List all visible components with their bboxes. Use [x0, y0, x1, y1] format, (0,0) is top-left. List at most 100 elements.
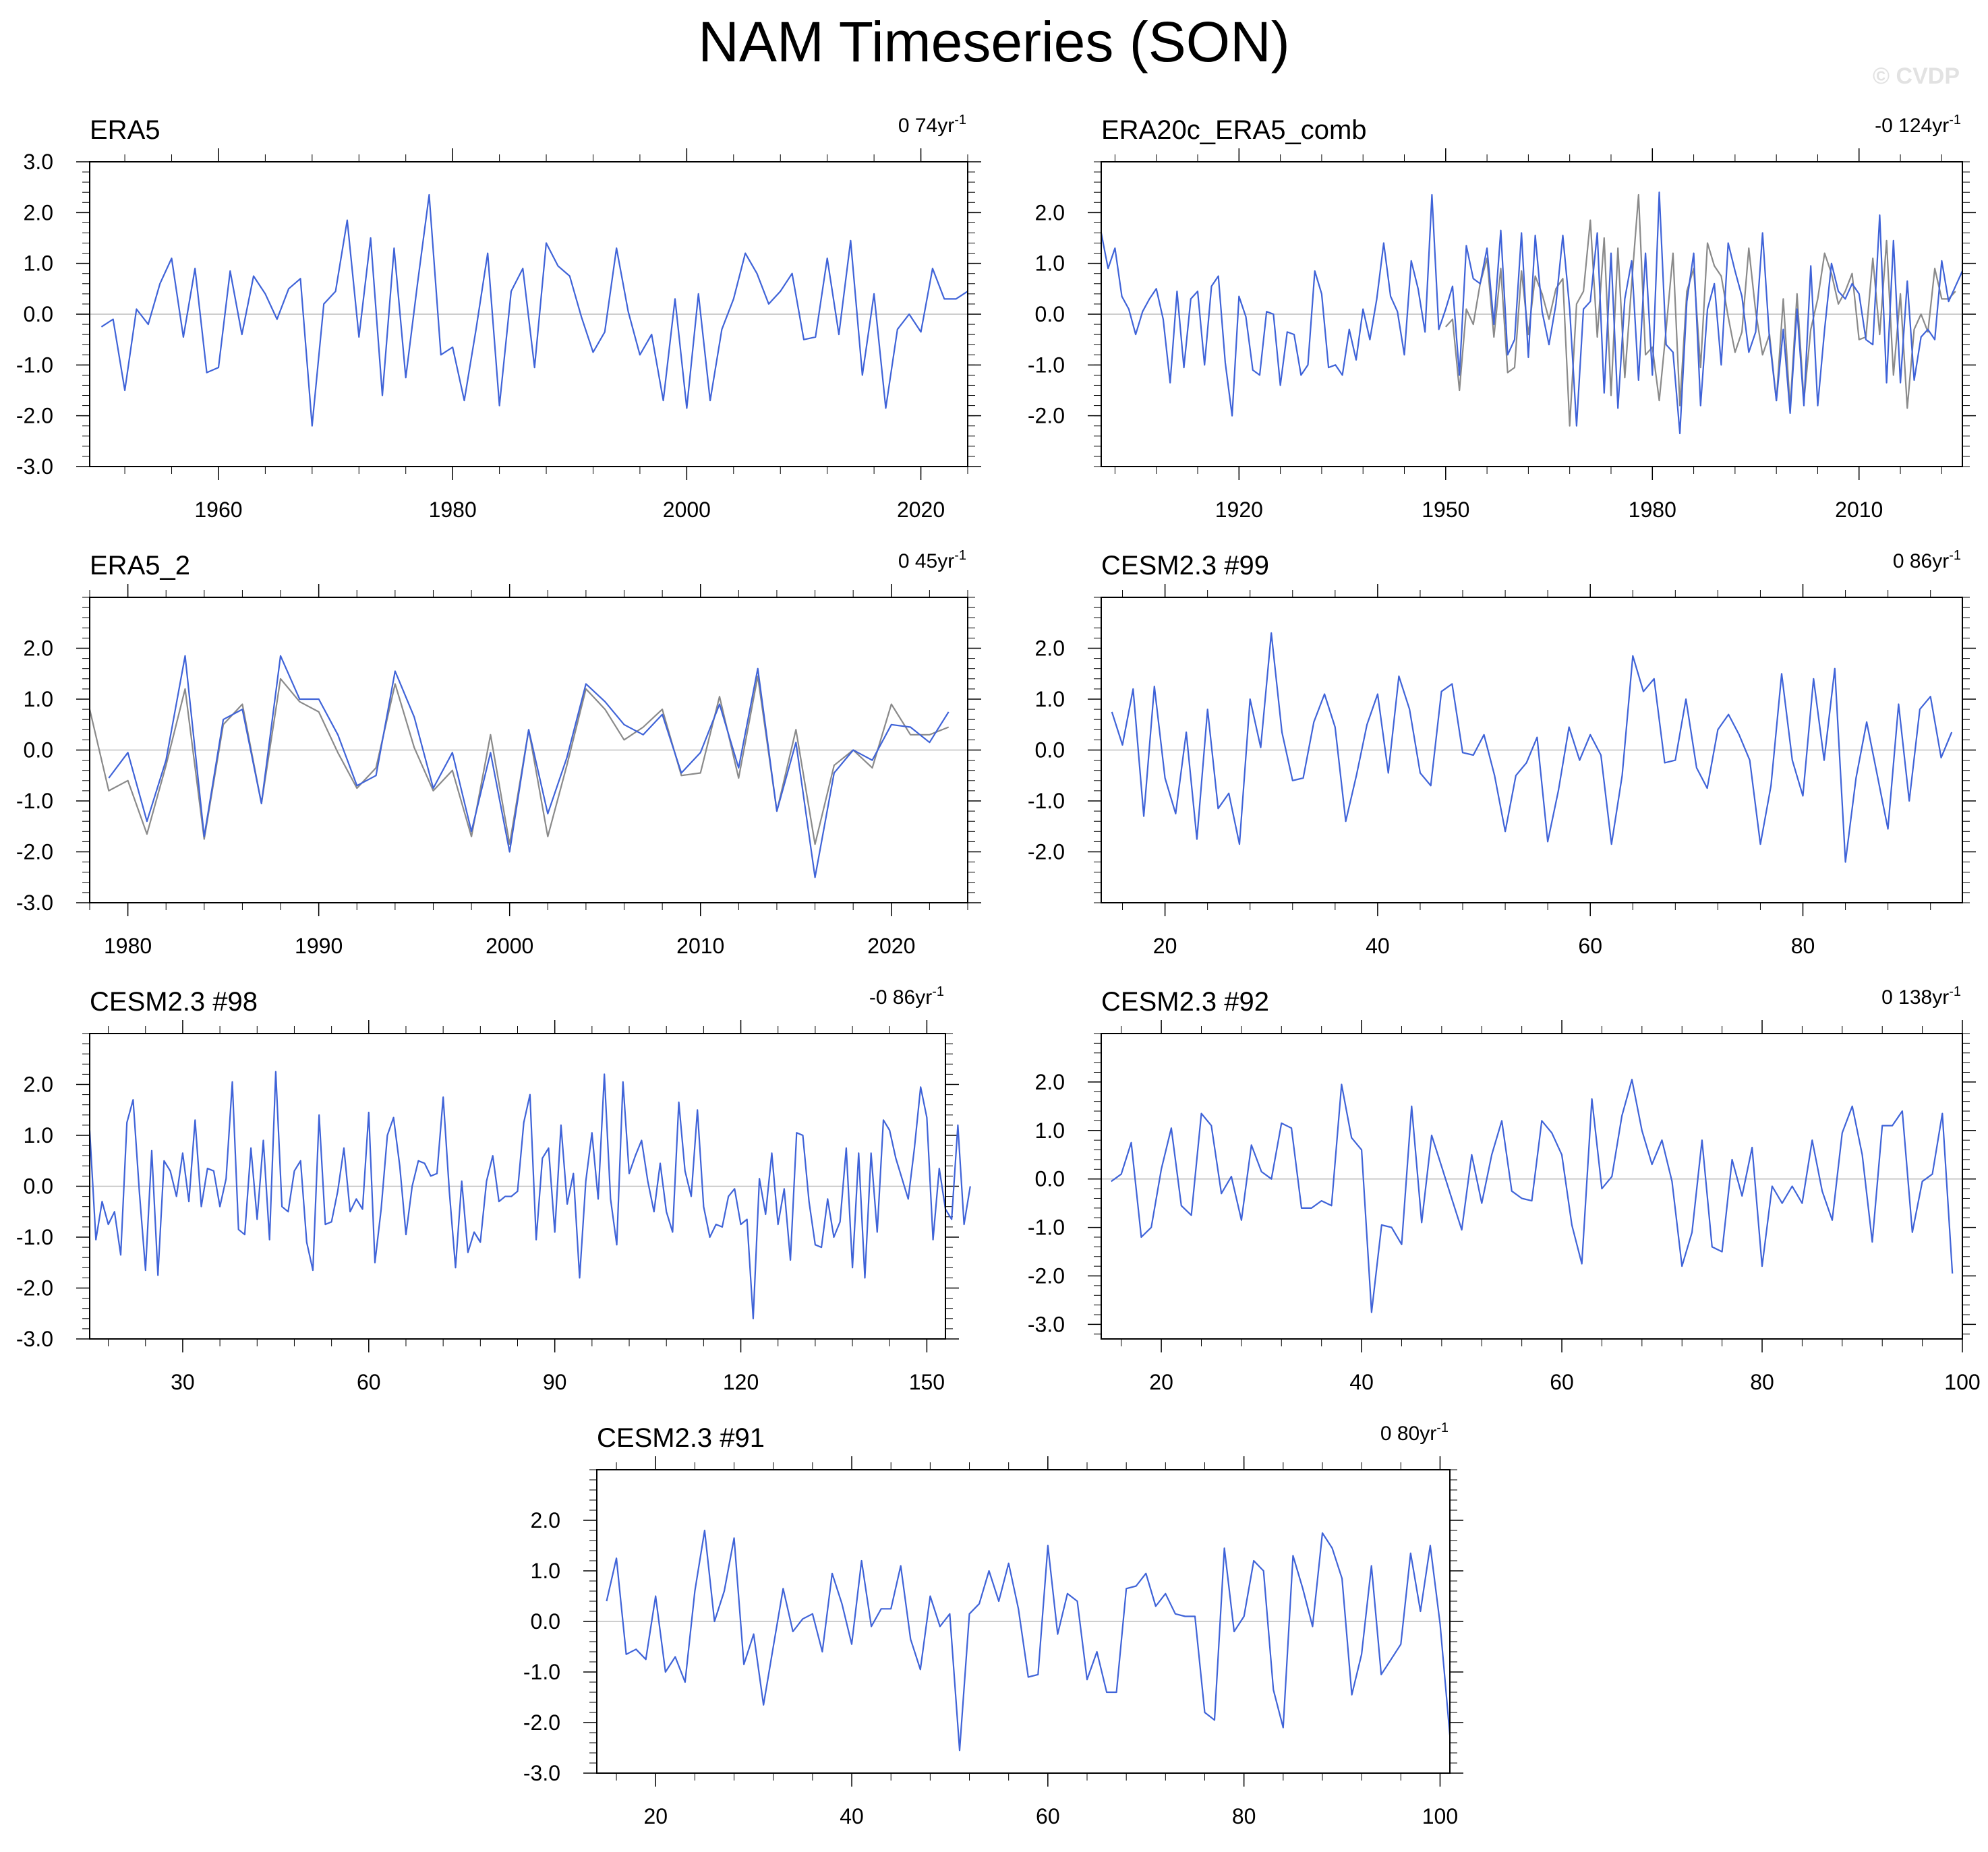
- y-tick-label: -1.0: [1028, 789, 1065, 813]
- plot-frame: [1101, 597, 1963, 903]
- x-tick-label: 2010: [676, 934, 724, 958]
- y-tick-label: 2.0: [24, 200, 53, 225]
- y-tick-label: -3.0: [16, 454, 53, 479]
- y-tick-label: 1.0: [24, 251, 53, 276]
- trend-label: 0 80yr-1: [1380, 1421, 1449, 1445]
- trend-exponent: -1: [1949, 548, 1961, 563]
- y-tick-label: -1.0: [16, 789, 53, 813]
- x-tick-label: 150: [909, 1370, 945, 1394]
- y-tick-label: -3.0: [16, 1327, 53, 1351]
- series-line-obs: [88, 675, 949, 845]
- series-line-model: [1100, 191, 1964, 435]
- x-tick-label: 1960: [194, 498, 242, 522]
- trend-label: 0 74yr-1: [898, 113, 966, 137]
- plot-frame: [89, 161, 968, 467]
- x-tick-label: 1980: [104, 934, 152, 958]
- y-tick-label: 0.0: [24, 1174, 53, 1199]
- y-tick-label: -2.0: [523, 1710, 560, 1735]
- panel-title: ERA5: [90, 115, 160, 145]
- x-tick-label: 60: [1036, 1804, 1060, 1828]
- x-tick-label: 40: [1349, 1370, 1374, 1394]
- trend-label: -0 86yr-1: [869, 984, 944, 1009]
- watermark: © CVDP: [1873, 63, 1960, 89]
- main-title: NAM Timeseries (SON): [698, 10, 1290, 73]
- x-tick-label: 60: [1578, 934, 1602, 958]
- y-tick-label: 0.0: [24, 738, 53, 763]
- y-tick-label: 0.0: [1035, 738, 1065, 763]
- chart-panel-p6: CESM2.3 #92 0 138yr-1 -3.0 -2.0 -1.0 0.0 1.0 2.…: [1028, 984, 1981, 1394]
- y-tick-label: -1.0: [1028, 353, 1065, 377]
- panel-title: CESM2.3 #99: [1101, 551, 1269, 580]
- x-tick-label: 60: [1550, 1370, 1574, 1394]
- x-tick-label: 40: [1366, 934, 1390, 958]
- x-tick-label: 1980: [1629, 498, 1676, 522]
- y-tick-label: 1.0: [1035, 251, 1065, 276]
- x-tick-label: 2020: [897, 498, 945, 522]
- series-line-model: [88, 1071, 971, 1319]
- trend-value: -0 124yr: [1875, 115, 1949, 137]
- x-tick-label: 30: [171, 1370, 195, 1394]
- series-line-model: [108, 655, 949, 878]
- y-tick-label: -3.0: [523, 1761, 560, 1785]
- y-tick-label: 0.0: [1035, 1167, 1065, 1191]
- y-tick-label: 1.0: [1035, 1118, 1065, 1143]
- x-tick-label: 1990: [295, 934, 343, 958]
- x-tick-label: 1920: [1215, 498, 1263, 522]
- y-tick-label: 2.0: [24, 636, 53, 661]
- y-tick-label: 2.0: [1035, 1070, 1065, 1094]
- y-tick-label: -3.0: [1028, 1312, 1065, 1336]
- panel-title: ERA20c_ERA5_comb: [1101, 115, 1367, 145]
- trend-exponent: -1: [1436, 1421, 1449, 1435]
- trend-label: 0 138yr-1: [1881, 984, 1961, 1009]
- trend-value: -0 86yr: [869, 986, 932, 1009]
- y-tick-label: 2.0: [531, 1508, 560, 1532]
- y-tick-label: -2.0: [16, 840, 53, 864]
- y-tick-label: -1.0: [523, 1660, 560, 1684]
- plot-frame: [1101, 1033, 1963, 1340]
- chart-panel-p5: CESM2.3 #98 -0 86yr-1 -3.0 -2.0 -1.0 0.0 1.0 2.…: [16, 984, 971, 1394]
- panel-title: CESM2.3 #91: [597, 1423, 765, 1453]
- y-tick-label: 2.0: [24, 1073, 53, 1097]
- x-tick-label: 80: [1791, 934, 1815, 958]
- x-tick-label: 80: [1750, 1370, 1774, 1394]
- series-line-model: [1111, 1079, 1954, 1313]
- y-tick-label: -1.0: [1028, 1216, 1065, 1240]
- plot-frame: [89, 1033, 946, 1340]
- y-tick-label: 2.0: [1035, 636, 1065, 661]
- trend-value: 0 74yr: [898, 115, 954, 137]
- x-tick-label: 100: [1422, 1804, 1458, 1828]
- trend-label: 0 45yr-1: [898, 548, 966, 572]
- trend-exponent: -1: [1949, 984, 1961, 999]
- y-tick-label: -3.0: [16, 891, 53, 915]
- chart-panel-p4: CESM2.3 #99 0 86yr-1 -2.0 -1.0 0.0 1.0 2.0 20 40…: [1028, 548, 1976, 958]
- trend-value: 0 86yr: [1893, 550, 1949, 572]
- trend-exponent: -1: [954, 113, 966, 127]
- x-tick-label: 20: [643, 1804, 668, 1828]
- trend-label: 0 86yr-1: [1893, 548, 1961, 572]
- trend-exponent: -1: [1949, 113, 1961, 127]
- x-tick-label: 2020: [867, 934, 915, 958]
- panel-title: ERA5_2: [90, 551, 190, 580]
- panel-title: CESM2.3 #98: [90, 987, 258, 1017]
- x-tick-label: 1950: [1422, 498, 1469, 522]
- y-tick-label: 1.0: [24, 687, 53, 711]
- y-tick-label: 2.0: [1035, 200, 1065, 225]
- trend-value: 0 80yr: [1380, 1423, 1436, 1445]
- x-tick-label: 20: [1153, 934, 1177, 958]
- x-tick-label: 80: [1232, 1804, 1256, 1828]
- y-tick-label: 1.0: [531, 1559, 560, 1583]
- x-tick-label: 120: [723, 1370, 759, 1394]
- y-tick-label: 0.0: [531, 1609, 560, 1634]
- trend-value: 0 138yr: [1881, 986, 1949, 1009]
- y-tick-label: -2.0: [1028, 1264, 1065, 1288]
- series-line-model: [1111, 632, 1953, 863]
- y-tick-label: -1.0: [16, 1225, 53, 1249]
- x-tick-label: 20: [1149, 1370, 1173, 1394]
- trend-exponent: -1: [932, 984, 944, 999]
- y-tick-label: 1.0: [24, 1123, 53, 1147]
- y-tick-label: -2.0: [1028, 840, 1065, 864]
- y-tick-label: 1.0: [1035, 687, 1065, 711]
- x-tick-label: 40: [840, 1804, 864, 1828]
- chart-panel-p1: ERA5 0 74yr-1 -3.0 -2.0 -1.0 0.0 1.0 2.0 3.0 1960…: [16, 113, 981, 522]
